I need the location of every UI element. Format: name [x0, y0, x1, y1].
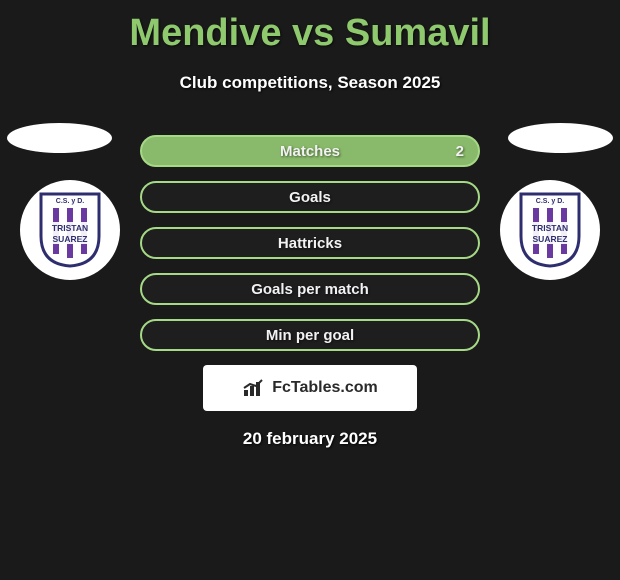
stat-label: Goals per match — [251, 281, 369, 298]
player-placeholder-left — [7, 123, 112, 153]
shield-icon: C.S. y D. TRISTAN SUAREZ — [519, 192, 581, 268]
page-title: Mendive vs Sumavil — [0, 0, 620, 55]
crest-mid-text: TRISTAN — [532, 223, 568, 233]
crest-bot-text: SUAREZ — [533, 234, 568, 244]
chart-icon — [242, 378, 268, 398]
crest-mid-text: TRISTAN — [52, 223, 88, 233]
team-crest-right: C.S. y D. TRISTAN SUAREZ — [500, 180, 600, 280]
stat-label: Matches — [280, 143, 340, 160]
crest-top-text: C.S. y D. — [536, 198, 564, 205]
date-text: 20 february 2025 — [0, 429, 620, 449]
player-placeholder-right — [508, 123, 613, 153]
stat-label: Min per goal — [266, 327, 354, 344]
stat-row-gpm: Goals per match — [140, 273, 480, 305]
stat-row-mpg: Min per goal — [140, 319, 480, 351]
stat-right-value: 2 — [456, 143, 464, 160]
subtitle: Club competitions, Season 2025 — [0, 73, 620, 93]
stat-row-goals: Goals — [140, 181, 480, 213]
crest-bot-text: SUAREZ — [53, 234, 88, 244]
stat-label: Goals — [289, 189, 331, 206]
stat-label: Hattricks — [278, 235, 342, 252]
team-crest-left: C.S. y D. TRISTAN SUAREZ — [20, 180, 120, 280]
shield-icon: C.S. y D. TRISTAN SUAREZ — [39, 192, 101, 268]
stat-row-matches: Matches 2 — [140, 135, 480, 167]
brand-text: FcTables.com — [272, 379, 378, 397]
crest-top-text: C.S. y D. — [56, 198, 84, 205]
stat-row-hattricks: Hattricks — [140, 227, 480, 259]
brand-box: FcTables.com — [203, 365, 417, 411]
